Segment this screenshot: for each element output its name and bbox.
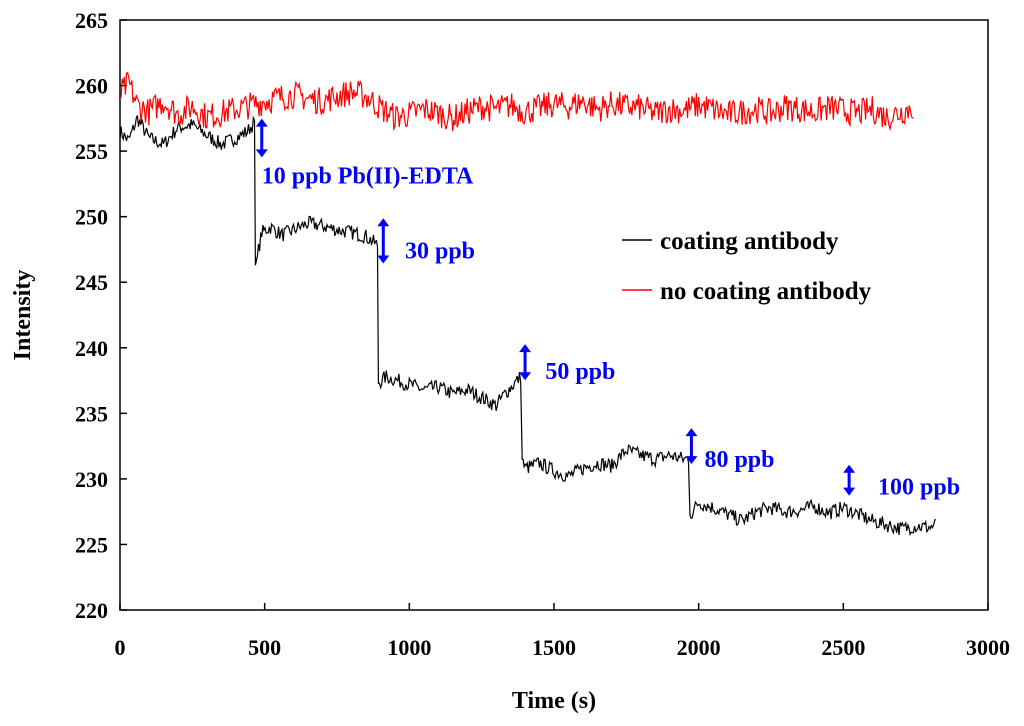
x-axis-title: Time (s)	[512, 688, 596, 714]
y-tick-label: 225	[75, 532, 108, 557]
legend-label-no-coating-antibody: no coating antibody	[660, 278, 872, 305]
y-axis: 220 225 230 235 240 245 250 255 260 265	[75, 8, 127, 623]
y-tick-label: 240	[75, 336, 108, 361]
y-tick-label: 255	[75, 139, 108, 164]
annotation-layer: 10 ppb Pb(II)-EDTA 30 ppb 50 ppb 80 ppb 100 …	[255, 118, 960, 500]
annotation-arrow-head-down	[519, 372, 532, 381]
annotation-arrow-head-up	[685, 428, 698, 437]
annotation-arrow-head-down	[685, 456, 698, 465]
annotation-label: 50 ppb	[545, 359, 615, 385]
annotation-arrow-head-down	[255, 149, 268, 158]
annotation-arrow-head-up	[255, 118, 268, 127]
y-tick-label: 245	[75, 270, 108, 295]
y-tick-label: 235	[75, 401, 108, 426]
y-tick-label: 265	[75, 8, 108, 33]
annotation-label: 30 ppb	[405, 238, 475, 264]
x-axis: 0 500 1000 1500 2000 2500 3000	[115, 603, 1010, 660]
x-tick-label: 2000	[677, 635, 721, 660]
x-tick-label: 0	[115, 635, 126, 660]
x-tick-label: 1000	[387, 635, 431, 660]
y-tick-label: 230	[75, 467, 108, 492]
x-tick-label: 1500	[532, 635, 576, 660]
annotation-label: 80 ppb	[704, 447, 774, 473]
annotation-label: 10 ppb Pb(II)-EDTA	[262, 164, 474, 190]
series-line-no-coating-antibody	[119, 71, 914, 132]
legend: coating antibody no coating antibody	[622, 228, 872, 305]
y-tick-label: 220	[75, 598, 108, 623]
annotation-arrow-head-down	[377, 255, 390, 264]
annotation-label: 100 ppb	[878, 474, 960, 500]
annotation-arrow-head-up	[519, 344, 532, 353]
annotation-arrow-head-down	[843, 487, 856, 496]
series-layer	[119, 71, 936, 537]
y-axis-title: Intensity	[10, 270, 36, 361]
x-tick-label: 2500	[821, 635, 865, 660]
annotation-arrow-head-up	[843, 464, 856, 473]
y-tick-label: 250	[75, 205, 108, 230]
y-tick-label: 260	[75, 74, 108, 99]
series-line-coating-antibody	[119, 115, 936, 537]
legend-label-coating-antibody: coating antibody	[660, 228, 839, 255]
x-tick-label: 3000	[966, 635, 1010, 660]
annotation-arrow-head-up	[377, 218, 390, 227]
x-tick-label: 500	[248, 635, 281, 660]
